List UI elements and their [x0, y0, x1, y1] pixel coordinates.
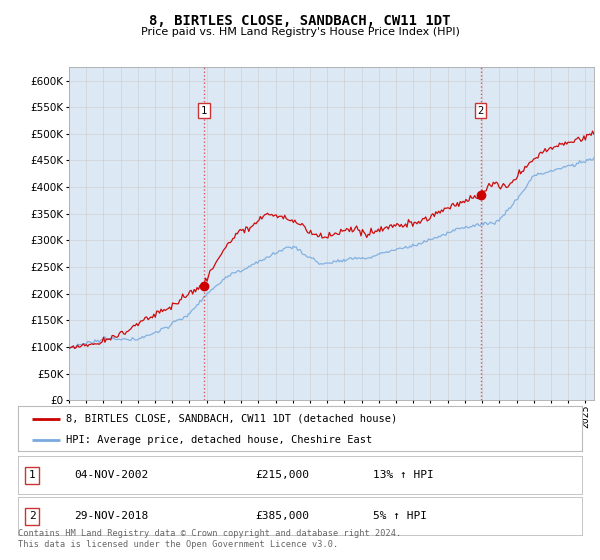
Text: 29-NOV-2018: 29-NOV-2018 [74, 511, 149, 521]
Text: 2: 2 [29, 511, 35, 521]
Text: 1: 1 [201, 105, 207, 115]
Text: 8, BIRTLES CLOSE, SANDBACH, CW11 1DT (detached house): 8, BIRTLES CLOSE, SANDBACH, CW11 1DT (de… [66, 413, 397, 423]
Text: Price paid vs. HM Land Registry's House Price Index (HPI): Price paid vs. HM Land Registry's House … [140, 27, 460, 37]
Text: £215,000: £215,000 [255, 470, 309, 480]
Text: 13% ↑ HPI: 13% ↑ HPI [373, 470, 434, 480]
Text: £385,000: £385,000 [255, 511, 309, 521]
Text: 1: 1 [29, 470, 35, 480]
Text: 04-NOV-2002: 04-NOV-2002 [74, 470, 149, 480]
Text: Contains HM Land Registry data © Crown copyright and database right 2024.
This d: Contains HM Land Registry data © Crown c… [18, 529, 401, 549]
Text: HPI: Average price, detached house, Cheshire East: HPI: Average price, detached house, Ches… [66, 435, 372, 445]
Text: 5% ↑ HPI: 5% ↑ HPI [373, 511, 427, 521]
Text: 8, BIRTLES CLOSE, SANDBACH, CW11 1DT: 8, BIRTLES CLOSE, SANDBACH, CW11 1DT [149, 14, 451, 28]
Text: 2: 2 [478, 105, 484, 115]
